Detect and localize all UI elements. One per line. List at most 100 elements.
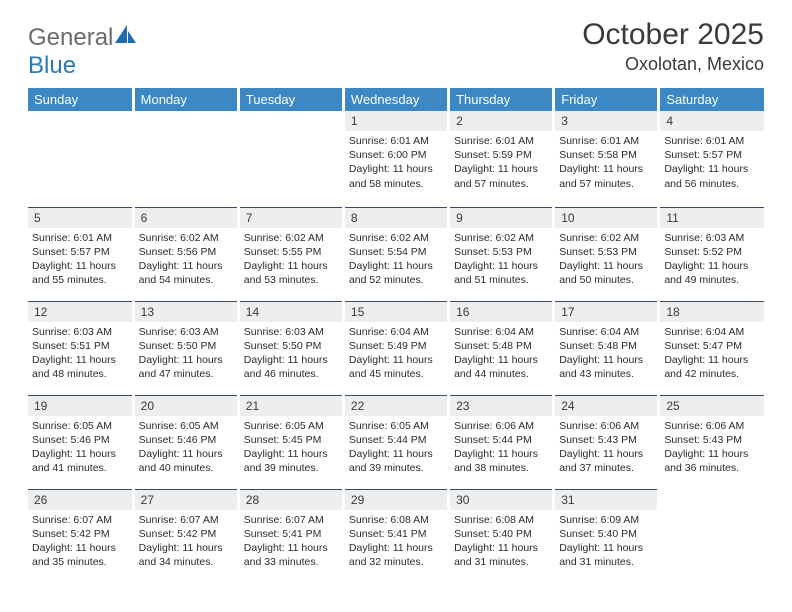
sunrise-line: Sunrise: 6:08 AM (454, 514, 534, 526)
day-cell: 10Sunrise: 6:02 AMSunset: 5:53 PMDayligh… (554, 205, 659, 299)
day-header-row: SundayMondayTuesdayWednesdayThursdayFrid… (28, 88, 764, 111)
daylight-line: Daylight: 11 hours and 47 minutes. (139, 354, 223, 380)
daylight-line: Daylight: 11 hours and 50 minutes. (559, 260, 643, 286)
daylight-line: Daylight: 11 hours and 37 minutes. (559, 448, 643, 474)
sunset-line: Sunset: 5:41 PM (349, 528, 427, 540)
day-number: 22 (345, 395, 447, 416)
sunset-line: Sunset: 5:44 PM (349, 434, 427, 446)
sunrise-line: Sunrise: 6:02 AM (244, 232, 324, 244)
day-number: 20 (135, 395, 237, 416)
sunrise-line: Sunrise: 6:06 AM (559, 420, 639, 432)
sunset-line: Sunset: 5:42 PM (139, 528, 217, 540)
daylight-line: Daylight: 11 hours and 33 minutes. (244, 542, 328, 568)
day-number: 9 (450, 207, 552, 228)
empty-cell (133, 111, 238, 205)
day-cell: 21Sunrise: 6:05 AMSunset: 5:45 PMDayligh… (238, 393, 343, 487)
day-number: 8 (345, 207, 447, 228)
empty-cell (659, 487, 764, 581)
day-number: 27 (135, 489, 237, 510)
day-cell: 30Sunrise: 6:08 AMSunset: 5:40 PMDayligh… (449, 487, 554, 581)
brand-logo: GeneralBlue (28, 24, 137, 80)
day-details: Sunrise: 6:02 AMSunset: 5:56 PMDaylight:… (135, 228, 237, 290)
day-cell: 17Sunrise: 6:04 AMSunset: 5:48 PMDayligh… (554, 299, 659, 393)
day-details: Sunrise: 6:08 AMSunset: 5:41 PMDaylight:… (345, 510, 447, 572)
day-details: Sunrise: 6:01 AMSunset: 5:57 PMDaylight:… (28, 228, 132, 290)
day-details: Sunrise: 6:08 AM Sunset: 5:40 PM Daylight:… (450, 510, 552, 572)
sunset-line: Sunset: 5:52 PM (664, 246, 742, 258)
day-cell: 24Sunrise: 6:06 AMSunset: 5:43 PMDayligh… (554, 393, 659, 487)
day-details: Sunrise: 6:02 AMSunset: 5:53 PMDaylight:… (450, 228, 552, 290)
sail-icon (115, 24, 137, 52)
daylight-line: Daylight: 11 hours and 51 minutes. (454, 260, 538, 286)
day-cell: 16Sunrise: 6:04 AMSunset: 5:48 PMDayligh… (449, 299, 554, 393)
day-details: Sunrise: 6:04 AMSunset: 5:47 PMDaylight:… (660, 322, 764, 384)
sunrise-line: Sunrise: 6:07 AM (244, 514, 324, 526)
day-cell: 25Sunrise: 6:06 AMSunset: 5:43 PMDayligh… (659, 393, 764, 487)
daylight-line: Daylight: 11 hours and 45 minutes. (349, 354, 433, 380)
day-cell: 5Sunrise: 6:01 AMSunset: 5:57 PMDaylight… (28, 205, 133, 299)
day-cell: 9Sunrise: 6:02 AMSunset: 5:53 PMDaylight… (449, 205, 554, 299)
day-cell: 6Sunrise: 6:02 AMSunset: 5:56 PMDaylight… (133, 205, 238, 299)
day-details: Sunrise: 6:04 AMSunset: 5:48 PMDaylight:… (555, 322, 657, 384)
day-header: Wednesday (343, 88, 448, 111)
day-details: Sunrise: 6:03 AMSunset: 5:50 PMDaylight:… (135, 322, 237, 384)
day-number: 12 (28, 301, 132, 322)
day-details: Sunrise: 6:09 AMSunset: 5:40 PMDaylight:… (555, 510, 657, 572)
day-details: Sunrise: 6:05 AMSunset: 5:45 PMDaylight:… (240, 416, 342, 478)
daylight-line: Daylight: 11 hours and 32 minutes. (349, 542, 433, 568)
sunrise-line: Sunrise: 6:03 AM (664, 232, 744, 244)
daylight-line: Daylight: 11 hours and 44 minutes. (454, 354, 538, 380)
brand-part1: General (28, 24, 113, 51)
sunset-line: Sunset: 5:40 PM (454, 528, 532, 540)
calendar-body: 1Sunrise: 6:01 AMSunset: 6:00 PMDaylight… (28, 111, 764, 581)
empty-cell (28, 111, 133, 205)
daylight-line: Daylight: 11 hours and 31 minutes. (559, 542, 643, 568)
day-cell: 2Sunrise: 6:01 AMSunset: 5:59 PMDaylight… (449, 111, 554, 205)
day-details: Sunrise: 6:06 AMSunset: 5:43 PMDaylight:… (660, 416, 764, 478)
sunset-line: Sunset: 5:50 PM (244, 340, 322, 352)
day-details: Sunrise: 6:01 AMSunset: 6:00 PMDaylight:… (345, 131, 447, 193)
sunrise-line: Sunrise: 6:04 AM (454, 326, 534, 338)
daylight-line: Daylight: 11 hours and 39 minutes. (349, 448, 433, 474)
daylight-line: Daylight: 11 hours and 43 minutes. (559, 354, 643, 380)
calendar-row: 19Sunrise: 6:05 AMSunset: 5:46 PMDayligh… (28, 393, 764, 487)
day-number: 31 (555, 489, 657, 510)
sunrise-line: Sunrise: 6:03 AM (32, 326, 112, 338)
day-number: 5 (28, 207, 132, 228)
calendar-row: 12 Sunrise: 6:03 AM Sunset: 5:51 PM Dayligh… (28, 299, 764, 393)
day-number: 18 (660, 301, 764, 322)
sunset-line: Sunset: 5:48 PM (454, 340, 532, 352)
daylight-line: Daylight: 11 hours and 34 minutes. (139, 542, 223, 568)
daylight-line: Daylight: 11 hours and 35 minutes. (32, 542, 116, 568)
day-cell: 19Sunrise: 6:05 AMSunset: 5:46 PMDayligh… (28, 393, 133, 487)
day-details: Sunrise: 6:05 AMSunset: 5:46 PMDaylight:… (135, 416, 237, 478)
day-details: Sunrise: 6:02 AMSunset: 5:54 PMDaylight:… (345, 228, 447, 290)
daylight-line: Daylight: 11 hours and 49 minutes. (664, 260, 748, 286)
daylight-line: Daylight: 11 hours and 31 minutes. (454, 542, 538, 568)
sunset-line: Sunset: 5:47 PM (664, 340, 742, 352)
sunrise-line: Sunrise: 6:03 AM (139, 326, 219, 338)
day-number: 7 (240, 207, 342, 228)
day-cell: 29Sunrise: 6:08 AMSunset: 5:41 PMDayligh… (343, 487, 448, 581)
day-number: 3 (555, 111, 657, 131)
sunset-line: Sunset: 5:49 PM (349, 340, 427, 352)
day-cell: 11Sunrise: 6:03 AMSunset: 5:52 PMDayligh… (659, 205, 764, 299)
sunset-line: Sunset: 5:57 PM (664, 149, 742, 161)
header: GeneralBlue October 2025 Oxolotan, Mexic… (28, 18, 764, 80)
sunrise-line: Sunrise: 6:06 AM (454, 420, 534, 432)
sunset-line: Sunset: 5:46 PM (139, 434, 217, 446)
sunrise-line: Sunrise: 6:04 AM (349, 326, 429, 338)
day-header: Thursday (449, 88, 554, 111)
sunset-line: Sunset: 5:51 PM (32, 340, 110, 352)
sunrise-line: Sunrise: 6:02 AM (139, 232, 219, 244)
day-cell: 31Sunrise: 6:09 AMSunset: 5:40 PMDayligh… (554, 487, 659, 581)
calendar-row: 26Sunrise: 6:07 AMSunset: 5:42 PMDayligh… (28, 487, 764, 581)
daylight-line: Daylight: 11 hours and 40 minutes. (139, 448, 223, 474)
day-cell: 28Sunrise: 6:07 AMSunset: 5:41 PMDayligh… (238, 487, 343, 581)
daylight-line: Daylight: 11 hours and 48 minutes. (32, 354, 116, 380)
sunset-line: Sunset: 5:48 PM (559, 340, 637, 352)
day-number: 15 (345, 301, 447, 322)
day-number: 2 (450, 111, 552, 131)
sunrise-line: Sunrise: 6:04 AM (664, 326, 744, 338)
sunset-line: Sunset: 5:59 PM (454, 149, 532, 161)
